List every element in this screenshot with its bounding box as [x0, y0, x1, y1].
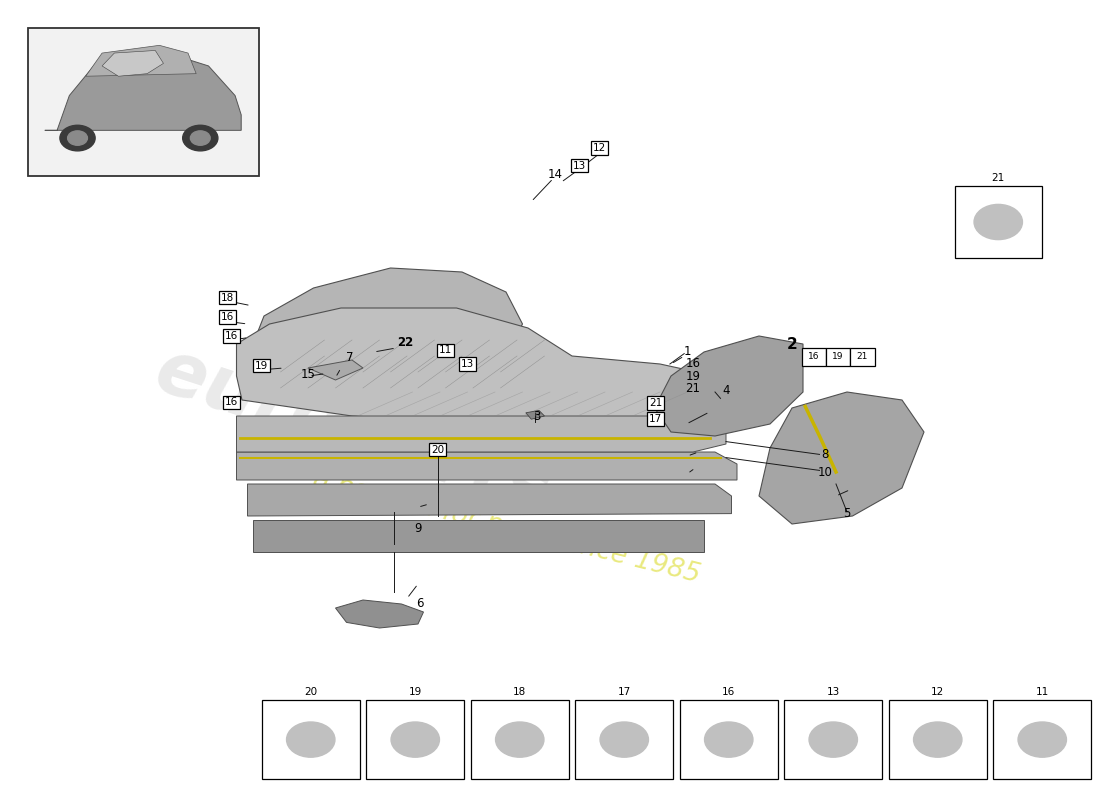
Text: 9: 9	[415, 522, 421, 534]
Text: 20: 20	[431, 445, 444, 454]
Text: 13: 13	[826, 686, 840, 697]
Text: a passion for parts since 1985: a passion for parts since 1985	[309, 467, 703, 589]
Text: 16: 16	[221, 312, 234, 322]
Circle shape	[913, 722, 961, 757]
Circle shape	[975, 204, 1023, 240]
Text: 11: 11	[439, 346, 452, 355]
Circle shape	[704, 722, 752, 757]
Text: 4: 4	[723, 384, 729, 397]
Text: 8: 8	[822, 448, 828, 461]
Text: 7: 7	[346, 351, 353, 364]
Text: 13: 13	[461, 359, 474, 369]
Polygon shape	[308, 360, 363, 380]
Text: 21: 21	[649, 398, 662, 408]
FancyBboxPatch shape	[850, 348, 875, 366]
Polygon shape	[236, 416, 726, 452]
FancyBboxPatch shape	[575, 700, 673, 779]
Text: 18: 18	[513, 686, 527, 697]
Polygon shape	[336, 600, 424, 628]
FancyBboxPatch shape	[826, 348, 850, 366]
FancyBboxPatch shape	[471, 700, 569, 779]
Text: 13: 13	[573, 161, 586, 170]
Text: 21: 21	[685, 382, 701, 394]
Circle shape	[601, 722, 649, 757]
Polygon shape	[526, 410, 544, 419]
Circle shape	[1019, 722, 1067, 757]
Text: 16: 16	[808, 352, 820, 362]
Circle shape	[808, 722, 858, 757]
Text: 16: 16	[224, 398, 238, 407]
Polygon shape	[248, 484, 732, 516]
Text: euroParts: euroParts	[145, 334, 559, 530]
Polygon shape	[45, 53, 241, 130]
FancyBboxPatch shape	[955, 186, 1042, 258]
Text: 20: 20	[305, 686, 317, 697]
Text: 5: 5	[844, 507, 850, 520]
Text: 12: 12	[931, 686, 945, 697]
Text: 18: 18	[221, 293, 234, 302]
Text: 17: 17	[649, 414, 662, 424]
Polygon shape	[236, 452, 737, 480]
Text: 2: 2	[786, 337, 798, 351]
FancyBboxPatch shape	[262, 700, 360, 779]
Text: 3: 3	[534, 410, 540, 423]
Text: 12: 12	[593, 143, 606, 153]
Text: 16: 16	[685, 358, 701, 370]
Text: 21: 21	[991, 173, 1005, 183]
Text: 11: 11	[1035, 686, 1049, 697]
Circle shape	[67, 131, 87, 146]
Circle shape	[190, 131, 210, 146]
Text: 14: 14	[548, 168, 563, 181]
Text: 6: 6	[417, 597, 424, 610]
Polygon shape	[86, 46, 196, 76]
Text: 21: 21	[857, 352, 868, 362]
FancyBboxPatch shape	[993, 700, 1091, 779]
Text: 19: 19	[685, 370, 701, 382]
Text: 22: 22	[397, 336, 412, 349]
FancyBboxPatch shape	[802, 348, 826, 366]
Text: 19: 19	[255, 361, 268, 370]
Text: 15: 15	[300, 368, 316, 381]
Polygon shape	[654, 336, 803, 436]
Circle shape	[59, 126, 95, 151]
Text: 19: 19	[833, 352, 844, 362]
Circle shape	[286, 722, 334, 757]
Text: 19: 19	[408, 686, 422, 697]
Text: 1: 1	[684, 346, 691, 358]
FancyBboxPatch shape	[680, 700, 778, 779]
Polygon shape	[253, 268, 522, 392]
Circle shape	[183, 126, 218, 151]
Polygon shape	[759, 392, 924, 524]
Polygon shape	[253, 520, 704, 552]
FancyBboxPatch shape	[784, 700, 882, 779]
Bar	[28, 28, 258, 176]
Text: 10: 10	[817, 466, 833, 478]
Text: 16: 16	[722, 686, 736, 697]
Text: 16: 16	[224, 331, 238, 341]
Circle shape	[495, 722, 544, 757]
FancyBboxPatch shape	[889, 700, 987, 779]
FancyBboxPatch shape	[366, 700, 464, 779]
Text: 17: 17	[617, 686, 631, 697]
Polygon shape	[102, 50, 164, 76]
Polygon shape	[236, 308, 715, 424]
Circle shape	[392, 722, 440, 757]
